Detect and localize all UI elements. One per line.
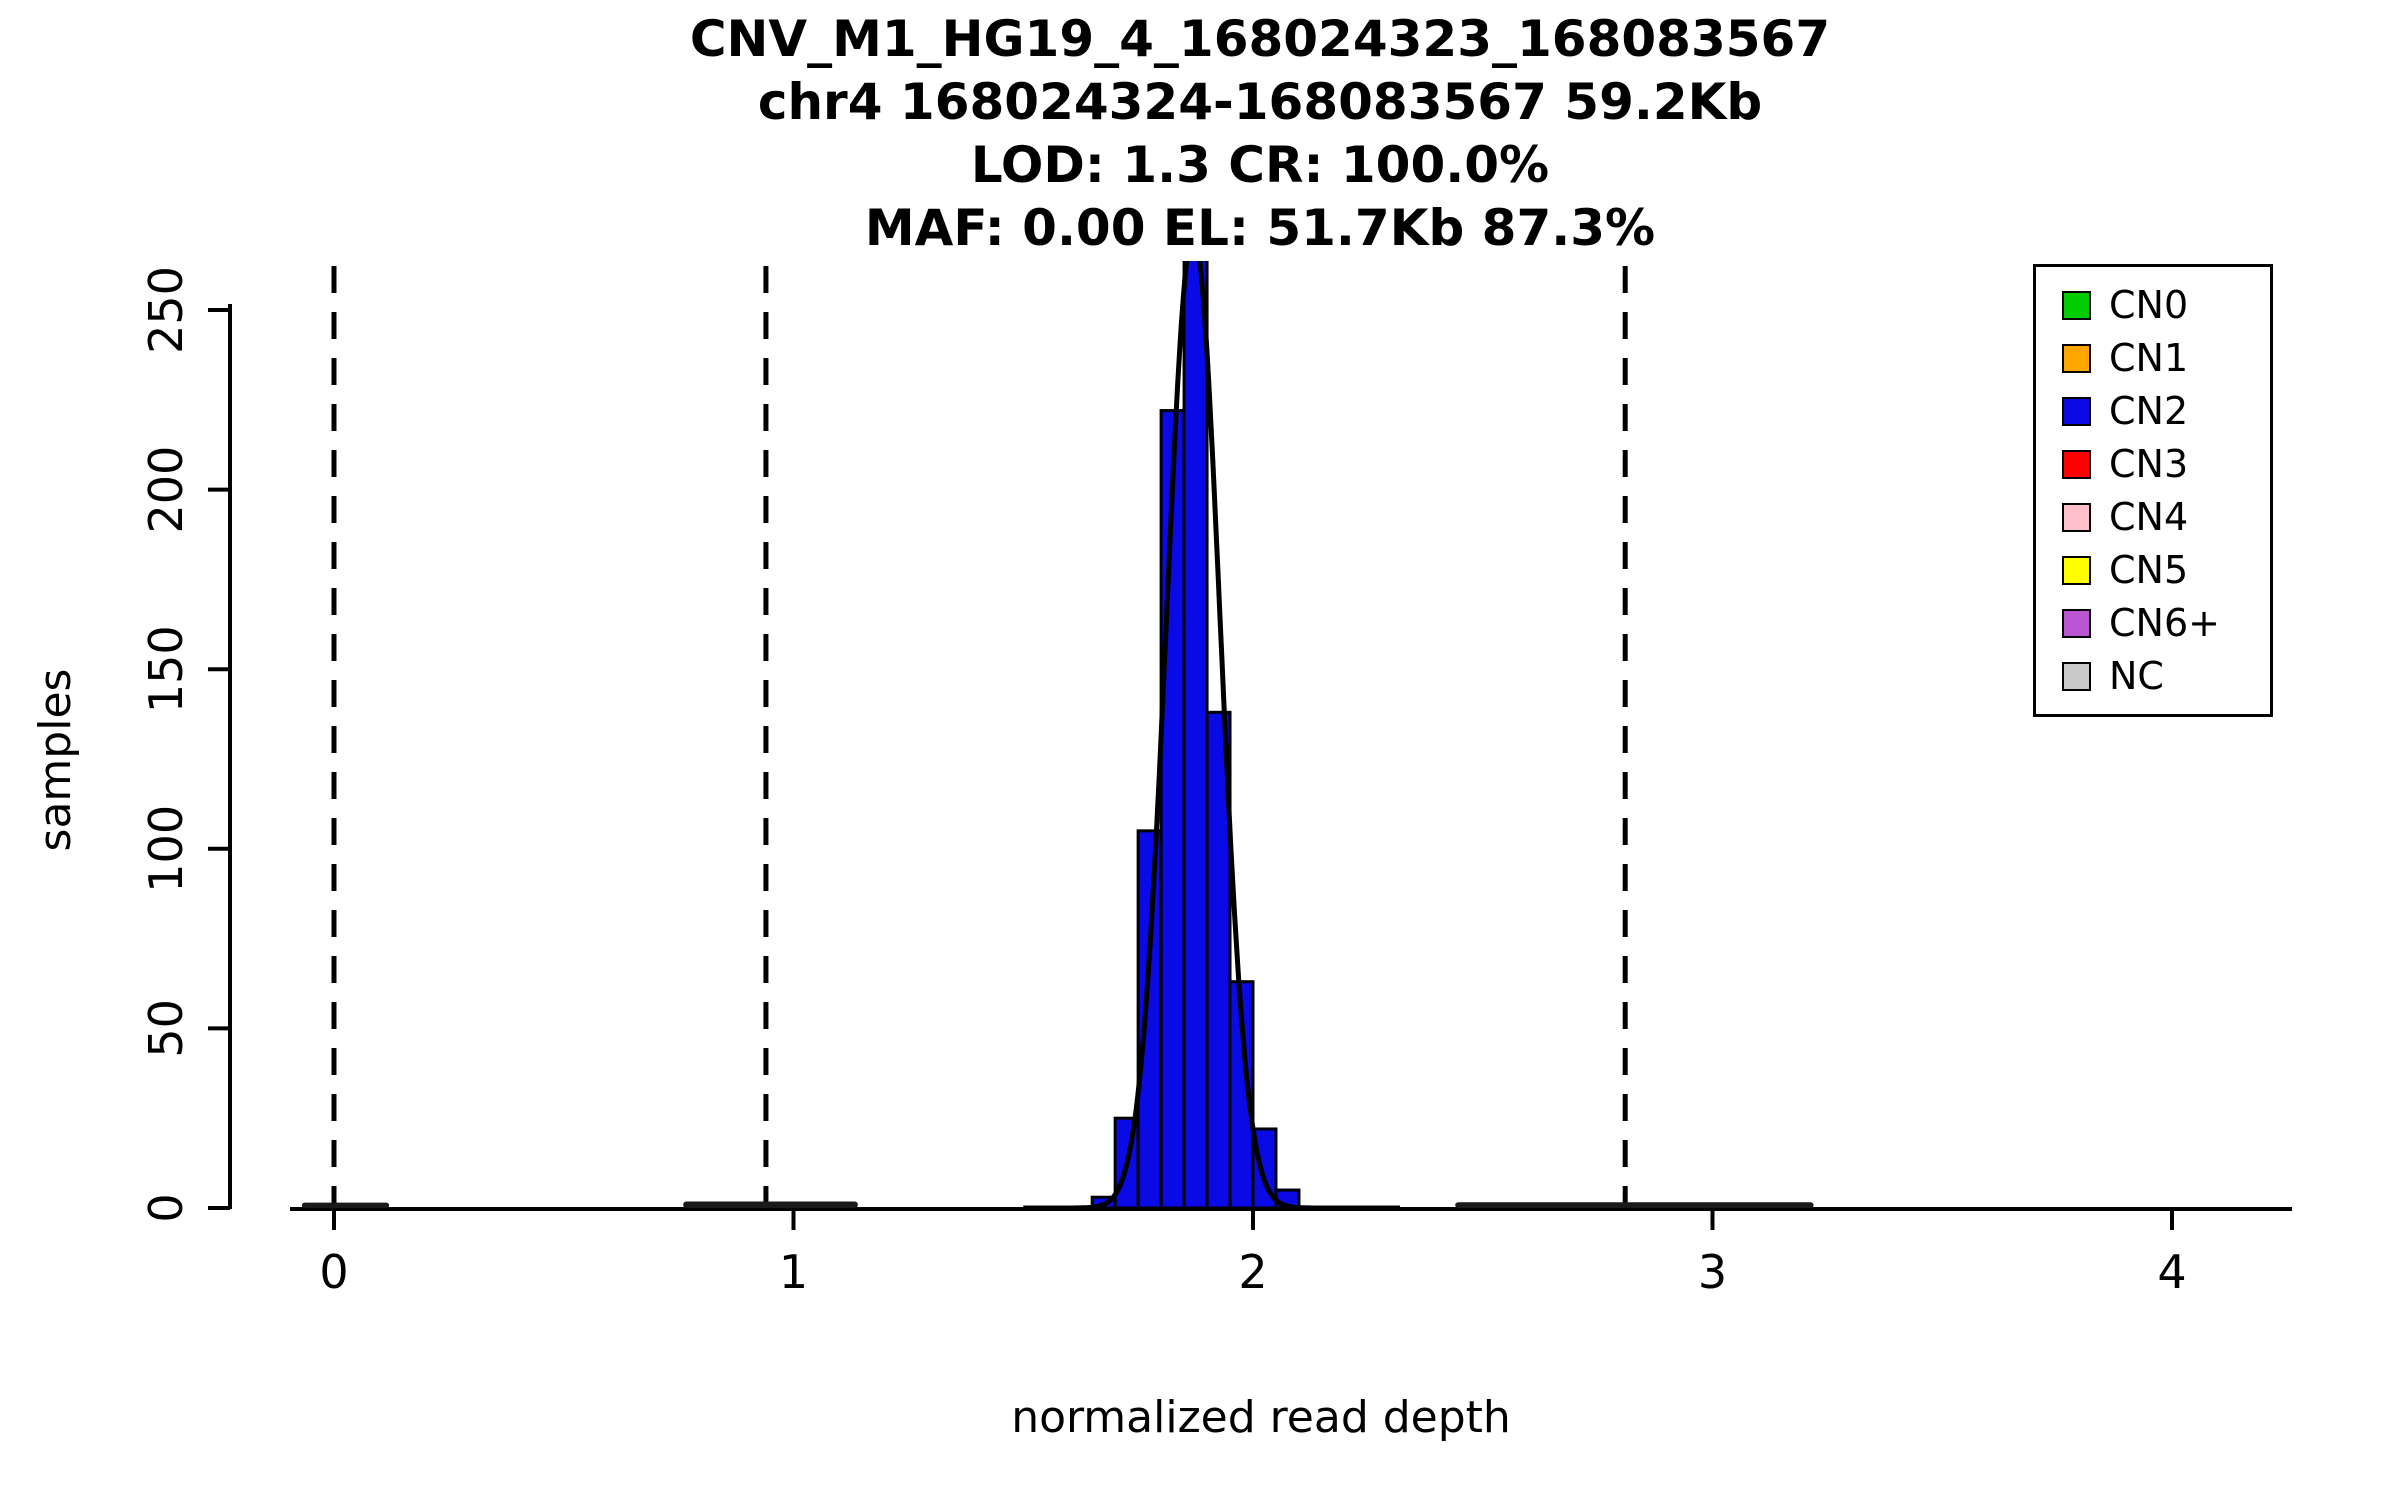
y-tick-label: 150 [139,625,193,713]
y-tick-label: 50 [139,999,193,1058]
legend-swatch-cn5 [2062,555,2091,585]
x-tick-label: 1 [779,1245,808,1299]
histogram-bar [1205,710,1232,1210]
baseline-density-bump [1455,1202,1814,1208]
legend-swatch-cn0 [2062,290,2091,320]
legend-item: CN3 [2062,442,2260,486]
legend-item: NC [2062,654,2260,698]
legend-label: CN1 [2109,336,2189,380]
y-tick-label: 250 [139,266,193,354]
legend-swatch-cn1 [2062,343,2091,373]
legend-label: CN5 [2109,548,2189,592]
x-tick-label: 2 [1238,1245,1267,1299]
plot-title-block: CNV_M1_HG19_4_168024323_168083567 chr4 1… [120,8,2400,260]
legend-swatch-cn3 [2062,449,2091,479]
legend-swatch-cn2 [2062,396,2091,426]
x-axis-title: normalized read depth [1011,1392,1511,1443]
legend-label: CN6+ [2109,601,2220,645]
legend: CN0 CN1 CN2 CN3 CN4 CN5 CN6+ NC [2033,264,2273,717]
legend-item: CN0 [2062,283,2260,327]
plot-title-line-2: chr4 168024324-168083567 59.2Kb [757,73,1763,131]
histogram-bar [1228,980,1255,1210]
legend-label: NC [2109,654,2164,698]
plot-title-line-3: LOD: 1.3 CR: 100.0% [970,136,1550,194]
histogram-bar [1182,261,1209,1210]
legend-item: CN4 [2062,495,2260,539]
legend-swatch-cn4 [2062,502,2091,532]
x-tick-label: 0 [319,1245,348,1299]
y-tick-label: 100 [139,805,193,893]
legend-label: CN3 [2109,442,2189,486]
legend-item: CN2 [2062,389,2260,433]
histogram-bar [1136,829,1163,1210]
plot-title-line-1: CNV_M1_HG19_4_168024323_168083567 [689,10,1831,68]
legend-label: CN0 [2109,283,2189,327]
x-tick-label: 3 [1698,1245,1727,1299]
legend-item: CN6+ [2062,601,2260,645]
x-tick-label: 4 [2157,1245,2186,1299]
gaussian-fit-curve [1022,261,1401,1210]
histogram-bars [1090,261,1301,1210]
legend-item: CN1 [2062,336,2260,380]
y-axis-title: samples [30,669,81,852]
legend-swatch-nc [2062,661,2091,691]
plot-title-line-4: MAF: 0.00 EL: 51.7Kb 87.3% [864,199,1656,257]
legend-label: CN4 [2109,495,2189,539]
baseline-density-bump [301,1202,390,1208]
legend-item: CN5 [2062,548,2260,592]
legend-label: CN2 [2109,389,2189,433]
legend-swatch-cn6plus [2062,608,2091,638]
chart-render-layer: 0 1 2 3 4 0 50 100 150 200 250 [139,261,2292,1299]
y-tick-label: 200 [139,446,193,534]
y-tick-label: 0 [139,1193,193,1222]
baseline-density-bump [683,1201,858,1208]
